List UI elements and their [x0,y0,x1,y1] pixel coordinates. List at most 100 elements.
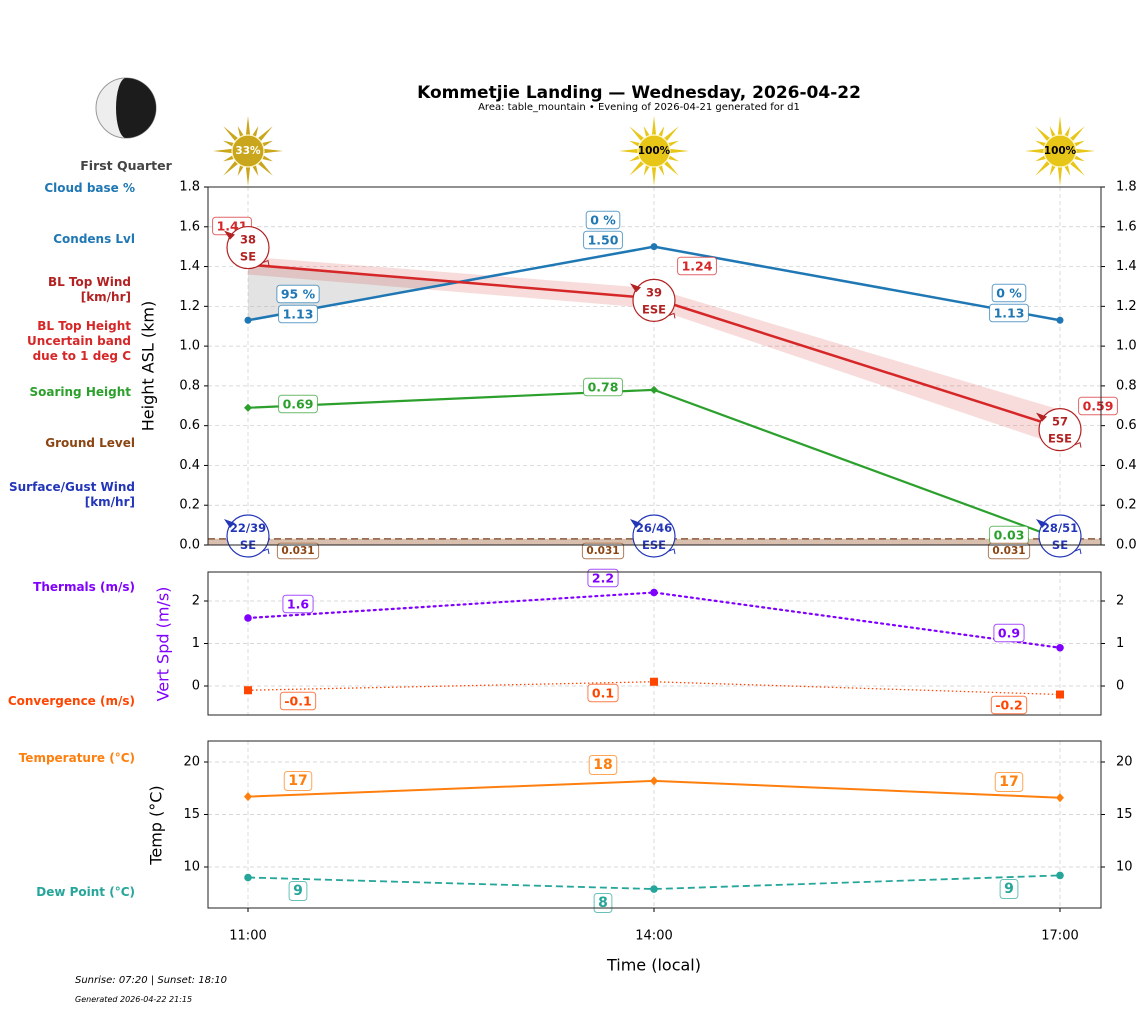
y-tick-label-right: 15 [1116,807,1133,822]
y-tick-label: 0 [192,679,200,694]
bl-wind-badge: 57 ESE [1036,408,1082,452]
soaring-label-text: 0.03 [994,528,1025,543]
y-tick-label: 1.0 [179,339,200,354]
sun-ray [1057,164,1063,186]
sun-disc [637,134,671,168]
y-axis-label: Vert Spd (m/s) [154,587,173,702]
sun-icon: 100% [1025,116,1095,186]
sun-disc [231,134,265,168]
soaring-label-box [583,377,623,397]
sun-ray [662,159,679,176]
y-tick-label: 0.6 [179,418,200,433]
sun-ray [223,159,240,176]
label-cloud-base: Cloud base % [44,181,135,195]
bl-top-label-text: 1.24 [682,259,713,274]
bl-top-label-text: 0.59 [1083,399,1114,414]
wind-tail-icon [668,312,676,319]
y-tick-label: 15 [183,807,200,822]
y-tick-label-right: 0.0 [1116,538,1137,553]
bl-wind-badge-speed: 39 [646,285,662,299]
y-tick-label-right: 0 [1116,679,1124,694]
bl-wind-badge-direction: ESE [1048,432,1072,446]
sun-ray [629,126,646,143]
dew-point-label-box [288,881,308,901]
y-tick-label: 0.0 [179,538,200,553]
sun-times: Sunrise: 07:20 | Sunset: 18:10 [75,975,228,986]
thermals-point [244,614,252,622]
wind-direction-arrow-icon [224,230,235,240]
wind-tail-icon [1074,441,1082,448]
label-thermals: Thermals (m/s) [33,580,135,594]
convergence-point [244,686,252,695]
convergence-label-box [279,691,317,711]
dew-point-line [247,874,1061,890]
wind-tail-icon [1074,548,1082,555]
cloud-base-label: 0 % [585,210,621,230]
thermals-label-box [993,623,1025,643]
cloud-base-label-text: 0 % [590,213,616,228]
convergence-label: -0.2 [990,695,1028,715]
wind-direction-arrow-icon [1036,412,1047,422]
moon-phase-label: First Quarter [80,158,172,173]
cloud-base-label: 95 % [276,284,320,304]
sun-ray [1035,126,1052,143]
y-tick-label-right: 1.6 [1116,219,1137,234]
thermals-line [246,591,1062,649]
label-condens: Condens Lvl [53,232,135,246]
condens-label: 1.13 [278,304,318,324]
thermals-label-text: 2.2 [592,571,614,586]
generated-time: Generated 2026-04-22 21:15 [75,995,193,1004]
soaring-label: 0.78 [583,377,623,397]
bl-wind-badge-circle [1038,408,1082,452]
condens-label-text: 1.13 [994,306,1025,321]
sun-ray [1035,159,1052,176]
cloud-base-label-text: 0 % [996,286,1022,301]
temperature-label-text: 18 [593,757,612,773]
sun-ray [651,116,657,138]
y-tick-label-right: 0.8 [1116,378,1137,393]
ground-label-box [987,542,1031,560]
soaring-label-text: 0.69 [283,397,314,412]
sun-ray [256,126,273,143]
plot-frame [207,571,1102,716]
x-tick-label: 11:00 [229,929,266,944]
dew-point-point [650,885,658,893]
ground-label: 0.031 [276,542,320,560]
label-bl-height: BL Top Height Uncertain band due to 1 de… [27,319,131,363]
condens-point [650,243,658,251]
convergence-label-box [587,683,619,703]
ground-label-text: 0.031 [992,545,1025,557]
thermals-point [1056,643,1064,652]
dew-point-label: 9 [288,881,308,901]
bl-wind-badge-direction: SE [240,250,256,264]
cloud-base-label-box [585,210,621,230]
sun-ray [245,116,251,138]
temperature-point [244,792,252,802]
y-axis-label: Height ASL (km) [139,301,158,431]
label-convergence: Convergence (m/s) [7,694,135,708]
surface-wind-badge-speed: 22/39 [230,521,266,535]
temperature-label-text: 17 [288,773,307,789]
ground-label: 0.031 [581,542,625,560]
soaring-label: 0.69 [278,394,318,414]
sun-ray [1057,116,1063,138]
convergence-point [650,677,658,686]
wind-direction-arrow-icon [630,283,641,293]
sun-ray [1025,148,1047,154]
x-tick-label: 17:00 [1041,929,1078,944]
sun-ray [1068,126,1085,143]
y-tick-label: 1.6 [179,219,200,234]
thermals-label: 1.6 [282,594,314,614]
cloud-base-label-text: 95 % [281,287,316,302]
sun-ray [662,126,679,143]
sun-ray [223,126,240,143]
surface-wind-badge-circle [226,514,270,558]
condens-point [244,316,252,324]
condens-label-box [583,230,623,250]
convergence-label-box [990,695,1028,715]
thermals-label: 2.2 [587,568,619,588]
sun-ray [1068,159,1085,176]
thermals-label: 0.9 [993,623,1025,643]
cloud-base-label: 0 % [991,283,1027,303]
